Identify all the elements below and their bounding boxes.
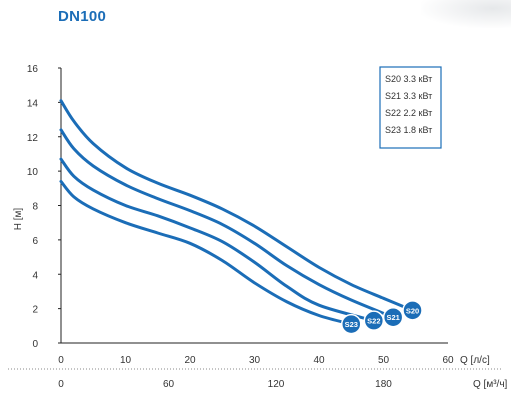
end-marker-s22 <box>363 310 385 331</box>
curve-s20 <box>59 99 415 312</box>
legend-item: S21 3.3 кВт <box>385 91 432 101</box>
y-axis-label: H [м] <box>13 208 24 231</box>
x2-tick-label: 60 <box>163 379 175 390</box>
x2-tick-label: 0 <box>58 379 64 390</box>
curve-s21 <box>59 128 395 319</box>
header-shade <box>421 0 511 28</box>
y-tick-label: 12 <box>27 133 39 144</box>
y-tick-label: 10 <box>27 167 39 178</box>
y-tick-label: 4 <box>32 270 38 281</box>
x2-tick-label: 180 <box>375 379 392 390</box>
end-marker-label: S21 <box>386 313 399 322</box>
end-marker-label: S22 <box>367 317 380 326</box>
legend-item: S22 2.2 кВт <box>385 108 432 118</box>
y-tick-label: 0 <box>32 339 38 350</box>
x-tick-label: 60 <box>442 355 454 366</box>
curve-s23 <box>59 179 353 326</box>
y-tick-label: 6 <box>32 236 38 247</box>
x-tick-label: 50 <box>378 355 390 366</box>
page-title: DN100 <box>58 8 107 25</box>
y-tick-label: 16 <box>27 64 39 75</box>
x-tick-label: 0 <box>58 355 64 366</box>
x2-tick-label: 120 <box>268 379 285 390</box>
x-tick-label: 30 <box>249 355 261 366</box>
x-tick-label: 20 <box>184 355 196 366</box>
end-marker-s23 <box>341 313 362 335</box>
x-axis-label: Q [л/с] <box>460 355 490 366</box>
end-marker-s21 <box>382 306 404 328</box>
x2-axis-label: Q [м³/ч] <box>473 379 508 390</box>
end-marker-label: S20 <box>406 306 419 315</box>
legend-box <box>379 66 442 149</box>
curve-s22 <box>59 157 376 323</box>
y-tick-label: 14 <box>27 98 39 109</box>
end-marker-s20 <box>402 300 423 321</box>
x-tick-label: 40 <box>313 355 325 366</box>
legend-item: S23 1.8 кВт <box>385 125 432 135</box>
y-tick-label: 2 <box>32 305 38 316</box>
y-tick-label: 8 <box>32 202 38 213</box>
end-marker-label: S23 <box>345 320 358 329</box>
x-tick-label: 10 <box>120 355 132 366</box>
legend-item: S20 3.3 кВт <box>385 74 432 84</box>
